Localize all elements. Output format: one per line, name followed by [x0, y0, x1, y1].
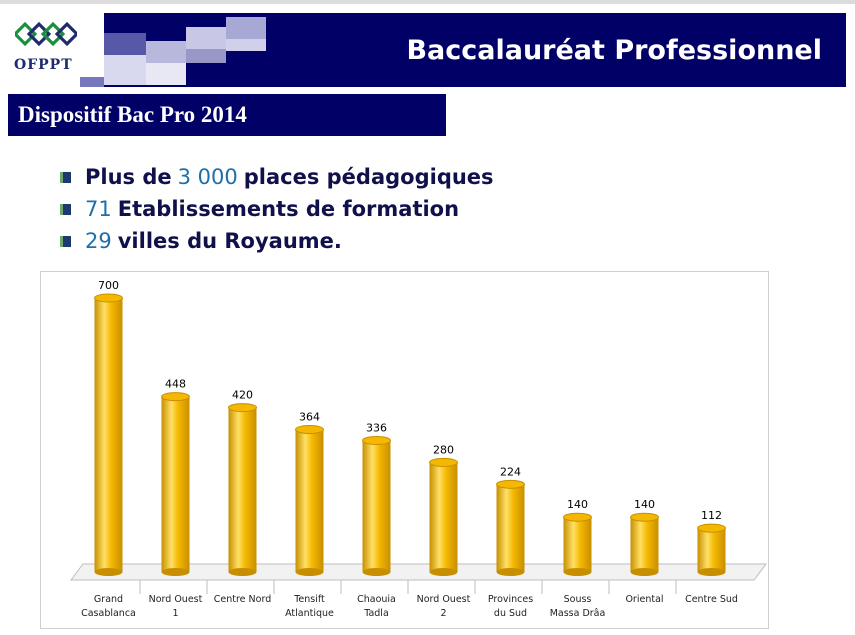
bullet-prefix: Plus de [85, 165, 172, 189]
tick-label: 1 [172, 608, 178, 619]
decor-square [80, 77, 104, 87]
bullet-number: 29 [85, 229, 112, 253]
bar-top [228, 403, 257, 413]
decor-square [146, 63, 186, 85]
bullet-icon [60, 235, 71, 247]
subtitle: Dispositif Bac Pro 2014 [18, 102, 247, 127]
bullet-text: places pédagogiques [243, 165, 494, 189]
logo-text: OFPPT [14, 57, 73, 73]
data-label: 364 [299, 411, 320, 424]
tick-label: Massa Drâa [550, 608, 606, 619]
bar-top [362, 435, 391, 445]
bar-base [362, 568, 391, 576]
bar [563, 517, 592, 572]
tick-label: Centre Sud [685, 594, 738, 605]
bullet-list: Plus de 3 000 places pédagogiques 71 Eta… [60, 161, 494, 257]
bar-top [563, 512, 592, 522]
tick-label: Oriental [625, 594, 663, 605]
bar [630, 517, 659, 572]
bullet-number: 3 000 [177, 165, 238, 189]
data-label: 280 [433, 443, 454, 456]
data-label: 140 [567, 498, 588, 511]
bar-top [630, 512, 659, 522]
bar-base [94, 568, 123, 576]
bar-base [429, 568, 458, 576]
bar-base [228, 568, 257, 576]
bar [429, 462, 458, 572]
bar-chart: 700 Grand Casablanca 448 Nord Ouest 1 420 Centr… [70, 279, 767, 619]
tick-label: Atlantique [285, 608, 334, 619]
bullet-item: 71 Etablissements de formation [60, 193, 494, 225]
data-label: 336 [366, 421, 387, 434]
data-label: 700 [98, 279, 119, 292]
bar-top [295, 425, 324, 435]
tick-label: Grand [94, 594, 123, 605]
tick-label: Provinces [488, 594, 533, 605]
bar-top [496, 479, 525, 489]
bar-top [429, 457, 458, 467]
page-title: Baccalauréat Professionnel [406, 35, 822, 66]
bullet-icon [60, 171, 71, 183]
tick-label: Tadla [363, 608, 389, 619]
window-top-edge [0, 0, 855, 4]
bar [228, 407, 257, 572]
header-banner: OFPPT Baccalauréat Professionnel [0, 13, 846, 87]
tick-label: du Sud [494, 608, 527, 619]
data-label: 420 [232, 389, 253, 402]
data-label: 224 [500, 465, 521, 478]
bar-top [697, 523, 726, 533]
bar [161, 396, 190, 572]
bar [697, 528, 726, 572]
decor-square [146, 41, 186, 63]
bullet-text: villes du Royaume. [117, 229, 342, 253]
subtitle-bar: Dispositif Bac Pro 2014 [8, 94, 446, 136]
bar-base [630, 568, 659, 576]
bar [362, 440, 391, 572]
tick-label: Chaouia [357, 594, 396, 605]
data-label: 140 [634, 498, 655, 511]
bar-base [697, 568, 726, 576]
decor-square [226, 17, 266, 39]
bar [496, 484, 525, 572]
bar-base [563, 568, 592, 576]
decor-square [226, 39, 266, 51]
bar [94, 298, 123, 572]
logo: OFPPT [0, 13, 104, 87]
chart-frame: 700 Grand Casablanca 448 Nord Ouest 1 420 Centr… [40, 271, 769, 629]
bullet-item: 29 villes du Royaume. [60, 225, 494, 257]
tick-label: Tensift [293, 594, 325, 605]
tick-label: Nord Ouest [149, 594, 203, 605]
tick-label: 2 [440, 608, 446, 619]
tick-label: Nord Ouest [417, 594, 471, 605]
data-label: 112 [701, 509, 722, 522]
bar [295, 429, 324, 572]
decor-square [186, 49, 226, 63]
decor-square [104, 55, 146, 85]
data-label: 448 [165, 378, 186, 391]
tick-label: Casablanca [81, 608, 136, 619]
bar-top [161, 392, 190, 402]
bullet-number: 71 [85, 197, 112, 221]
bar-base [161, 568, 190, 576]
decor-square [104, 33, 146, 55]
bullet-item: Plus de 3 000 places pédagogiques [60, 161, 494, 193]
tick-label: Souss [564, 594, 592, 605]
bar-base [295, 568, 324, 576]
bullet-text: Etablissements de formation [117, 197, 460, 221]
ofppt-logo-icon [15, 21, 77, 47]
tick-label: Centre Nord [214, 594, 271, 605]
bullet-icon [60, 203, 71, 215]
bar-top [94, 293, 123, 303]
bar-base [496, 568, 525, 576]
decor-square [186, 27, 226, 49]
